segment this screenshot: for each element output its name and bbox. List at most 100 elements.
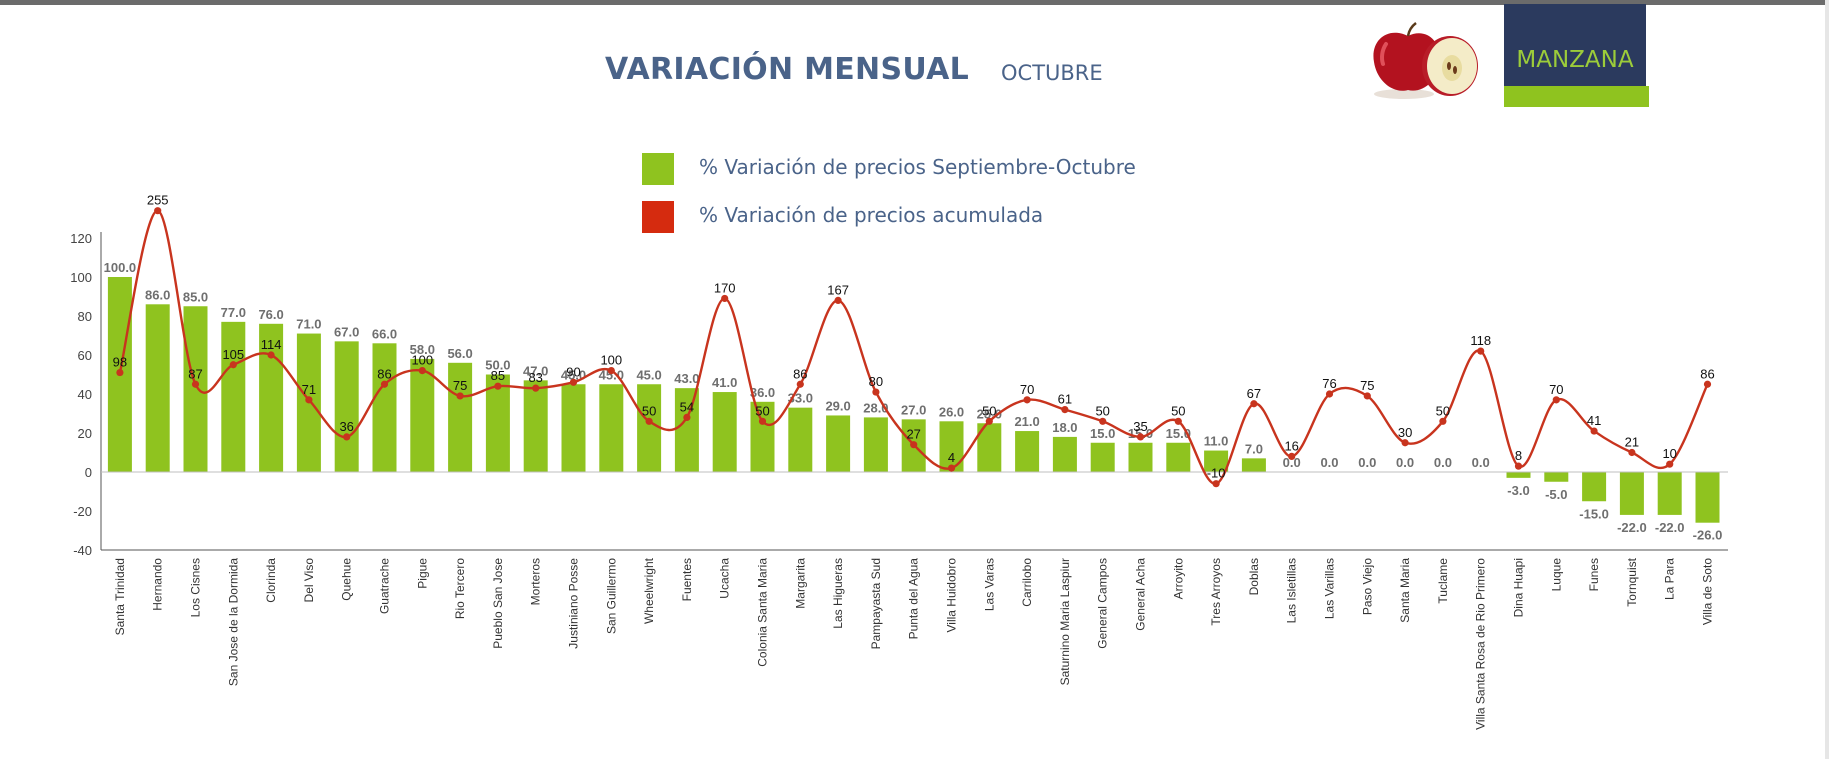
line-value-label: 10 xyxy=(1662,446,1676,461)
line-point xyxy=(569,378,578,386)
y-tick-label: 60 xyxy=(78,348,92,363)
bar-value-label: 71.0 xyxy=(296,317,321,332)
category-label: Pigue xyxy=(415,558,429,589)
bar xyxy=(372,343,397,472)
bar-value-label: 0.0 xyxy=(1434,455,1452,470)
legend-label-cumulative: % Variación de precios acumulada xyxy=(699,203,1044,227)
category-label: Tres Arroyos xyxy=(1209,558,1223,626)
bar xyxy=(1619,472,1644,515)
bar-value-label: 26.0 xyxy=(939,404,964,419)
line-point xyxy=(1703,380,1712,388)
line-point xyxy=(910,441,918,449)
line-point xyxy=(380,380,389,388)
line-value-label: 83 xyxy=(528,370,542,385)
line-value-label: 70 xyxy=(1549,382,1563,397)
bar xyxy=(145,304,170,472)
line-value-label: 90 xyxy=(566,364,580,379)
line-value-label: 50 xyxy=(755,403,769,418)
line-value-label: 35 xyxy=(1133,419,1147,434)
bar xyxy=(259,323,284,472)
line-value-label: 50 xyxy=(1436,403,1450,418)
legend-label-monthly: % Variación de precios Septiembre-Octubr… xyxy=(699,155,1136,179)
bar-value-label: 25.0 xyxy=(977,406,1002,421)
category-label: Villa de Soto xyxy=(1701,558,1715,625)
line-point xyxy=(1023,396,1031,404)
bar xyxy=(1166,442,1191,472)
bar-value-label: 77.0 xyxy=(221,305,246,320)
line-value-label: 86 xyxy=(1700,366,1714,381)
category-label: Hernando xyxy=(151,558,165,611)
line-point xyxy=(758,417,767,425)
line-value-label: 70 xyxy=(1020,382,1034,397)
bar xyxy=(599,384,624,472)
line-point xyxy=(1514,462,1523,470)
line-point xyxy=(1136,433,1145,441)
line-value-label: 85 xyxy=(491,368,505,383)
bar-value-label: 27.0 xyxy=(901,402,926,417)
category-label: Punta del Agua xyxy=(907,558,921,640)
category-label: General Campos xyxy=(1096,558,1110,649)
line-point xyxy=(494,382,502,390)
bar xyxy=(1015,431,1040,472)
category-label: Los Cisnes xyxy=(189,558,203,617)
line-point xyxy=(305,396,313,404)
category-label: Paso Viejo xyxy=(1360,558,1374,615)
category-label: Quehue xyxy=(340,558,354,601)
line-value-label: 75 xyxy=(453,378,467,393)
category-label: Las Isletillas xyxy=(1285,558,1299,623)
bar-value-label: -5.0 xyxy=(1545,487,1567,502)
line-point xyxy=(116,368,124,377)
line-value-label: 30 xyxy=(1398,425,1412,440)
line-value-label: 4 xyxy=(948,450,955,465)
brand-accent-bar xyxy=(1504,86,1649,107)
chart-subtitle: OCTUBRE xyxy=(1001,61,1103,85)
bar xyxy=(750,401,775,472)
category-label: Carrilobo xyxy=(1020,558,1034,607)
bar xyxy=(183,306,208,472)
bar-value-label: 36.0 xyxy=(750,385,775,400)
category-label: Las Higueras xyxy=(831,558,845,629)
bar-value-label: 66.0 xyxy=(372,326,397,341)
category-label: Santa Maria xyxy=(1398,558,1412,623)
bar-value-label: -15.0 xyxy=(1579,506,1609,521)
line-value-label: 86 xyxy=(793,366,807,381)
bar xyxy=(448,362,473,472)
line-value-label: 76 xyxy=(1322,376,1336,391)
category-label: Dina Huapi xyxy=(1512,558,1526,617)
bar-value-label: 0.0 xyxy=(1320,455,1338,470)
y-tick-label: 40 xyxy=(78,387,92,402)
bar xyxy=(523,380,548,472)
line-point xyxy=(191,380,200,388)
line-point xyxy=(456,392,464,400)
bar-value-label: 0.0 xyxy=(1472,455,1490,470)
line-value-label: 255 xyxy=(147,193,169,208)
category-label: Las Varillas xyxy=(1323,558,1337,619)
bar-value-label: 50.0 xyxy=(485,358,510,373)
bar-value-label: 11.0 xyxy=(1204,434,1229,449)
bar-value-label: 100.0 xyxy=(104,260,137,275)
bar-value-label: 43.0 xyxy=(674,371,699,386)
line-value-label: 100 xyxy=(411,353,433,368)
bar xyxy=(674,388,699,472)
legend-swatch-monthly xyxy=(642,153,674,185)
line-value-label: 98 xyxy=(113,355,127,370)
bar-value-label: 0.0 xyxy=(1283,455,1301,470)
bar-value-label: 41.0 xyxy=(712,375,737,390)
line-value-label: 170 xyxy=(714,280,736,295)
line-point xyxy=(1099,417,1107,425)
line-point xyxy=(1363,392,1371,400)
bar xyxy=(1582,472,1607,502)
line-point xyxy=(1666,460,1674,468)
bar-value-label: 0.0 xyxy=(1396,455,1414,470)
line-point xyxy=(1552,396,1560,404)
line-value-label: 8 xyxy=(1515,448,1522,463)
bar xyxy=(1204,450,1229,472)
bar-value-label: 7.0 xyxy=(1245,441,1263,456)
line-value-label: 50 xyxy=(1095,403,1109,418)
category-label: Funes xyxy=(1587,558,1601,591)
line-point xyxy=(645,417,653,425)
category-label: Morteros xyxy=(529,558,543,605)
line-value-label: 27 xyxy=(906,427,920,442)
line-point xyxy=(1628,448,1636,457)
bar-value-label: 29.0 xyxy=(825,398,850,413)
